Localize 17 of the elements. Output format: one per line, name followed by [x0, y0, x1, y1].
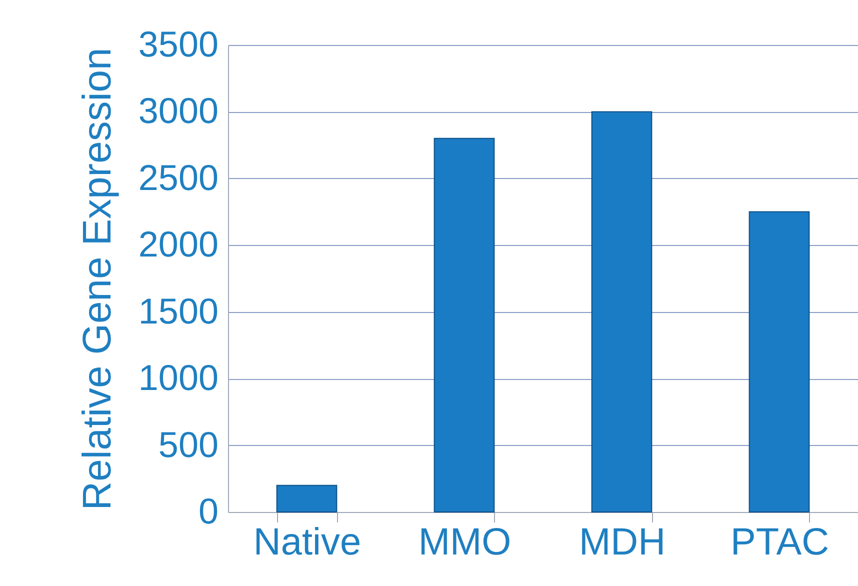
x-tick-label: MDH: [578, 522, 666, 564]
bar: [434, 138, 495, 512]
x-tick-label: PTAC: [730, 522, 830, 564]
y-axis-title: Relative Gene Expression: [75, 48, 120, 510]
y-tick-label: 3000: [138, 90, 218, 132]
y-tick-label: 500: [158, 424, 218, 465]
y-tick-label: 2000: [138, 224, 218, 265]
y-tick-label: 1500: [138, 290, 218, 332]
bar: [276, 484, 338, 512]
y-tick-label: 3500: [138, 24, 218, 64]
bar: [591, 111, 652, 512]
y-tick-label: 2500: [138, 156, 218, 198]
x-tick-label: MMO: [418, 522, 512, 564]
bar: [748, 211, 810, 512]
y-tick-label: 1000: [138, 357, 218, 398]
x-tick-label: Native: [253, 522, 362, 564]
y-tick-label: 0: [198, 490, 218, 532]
